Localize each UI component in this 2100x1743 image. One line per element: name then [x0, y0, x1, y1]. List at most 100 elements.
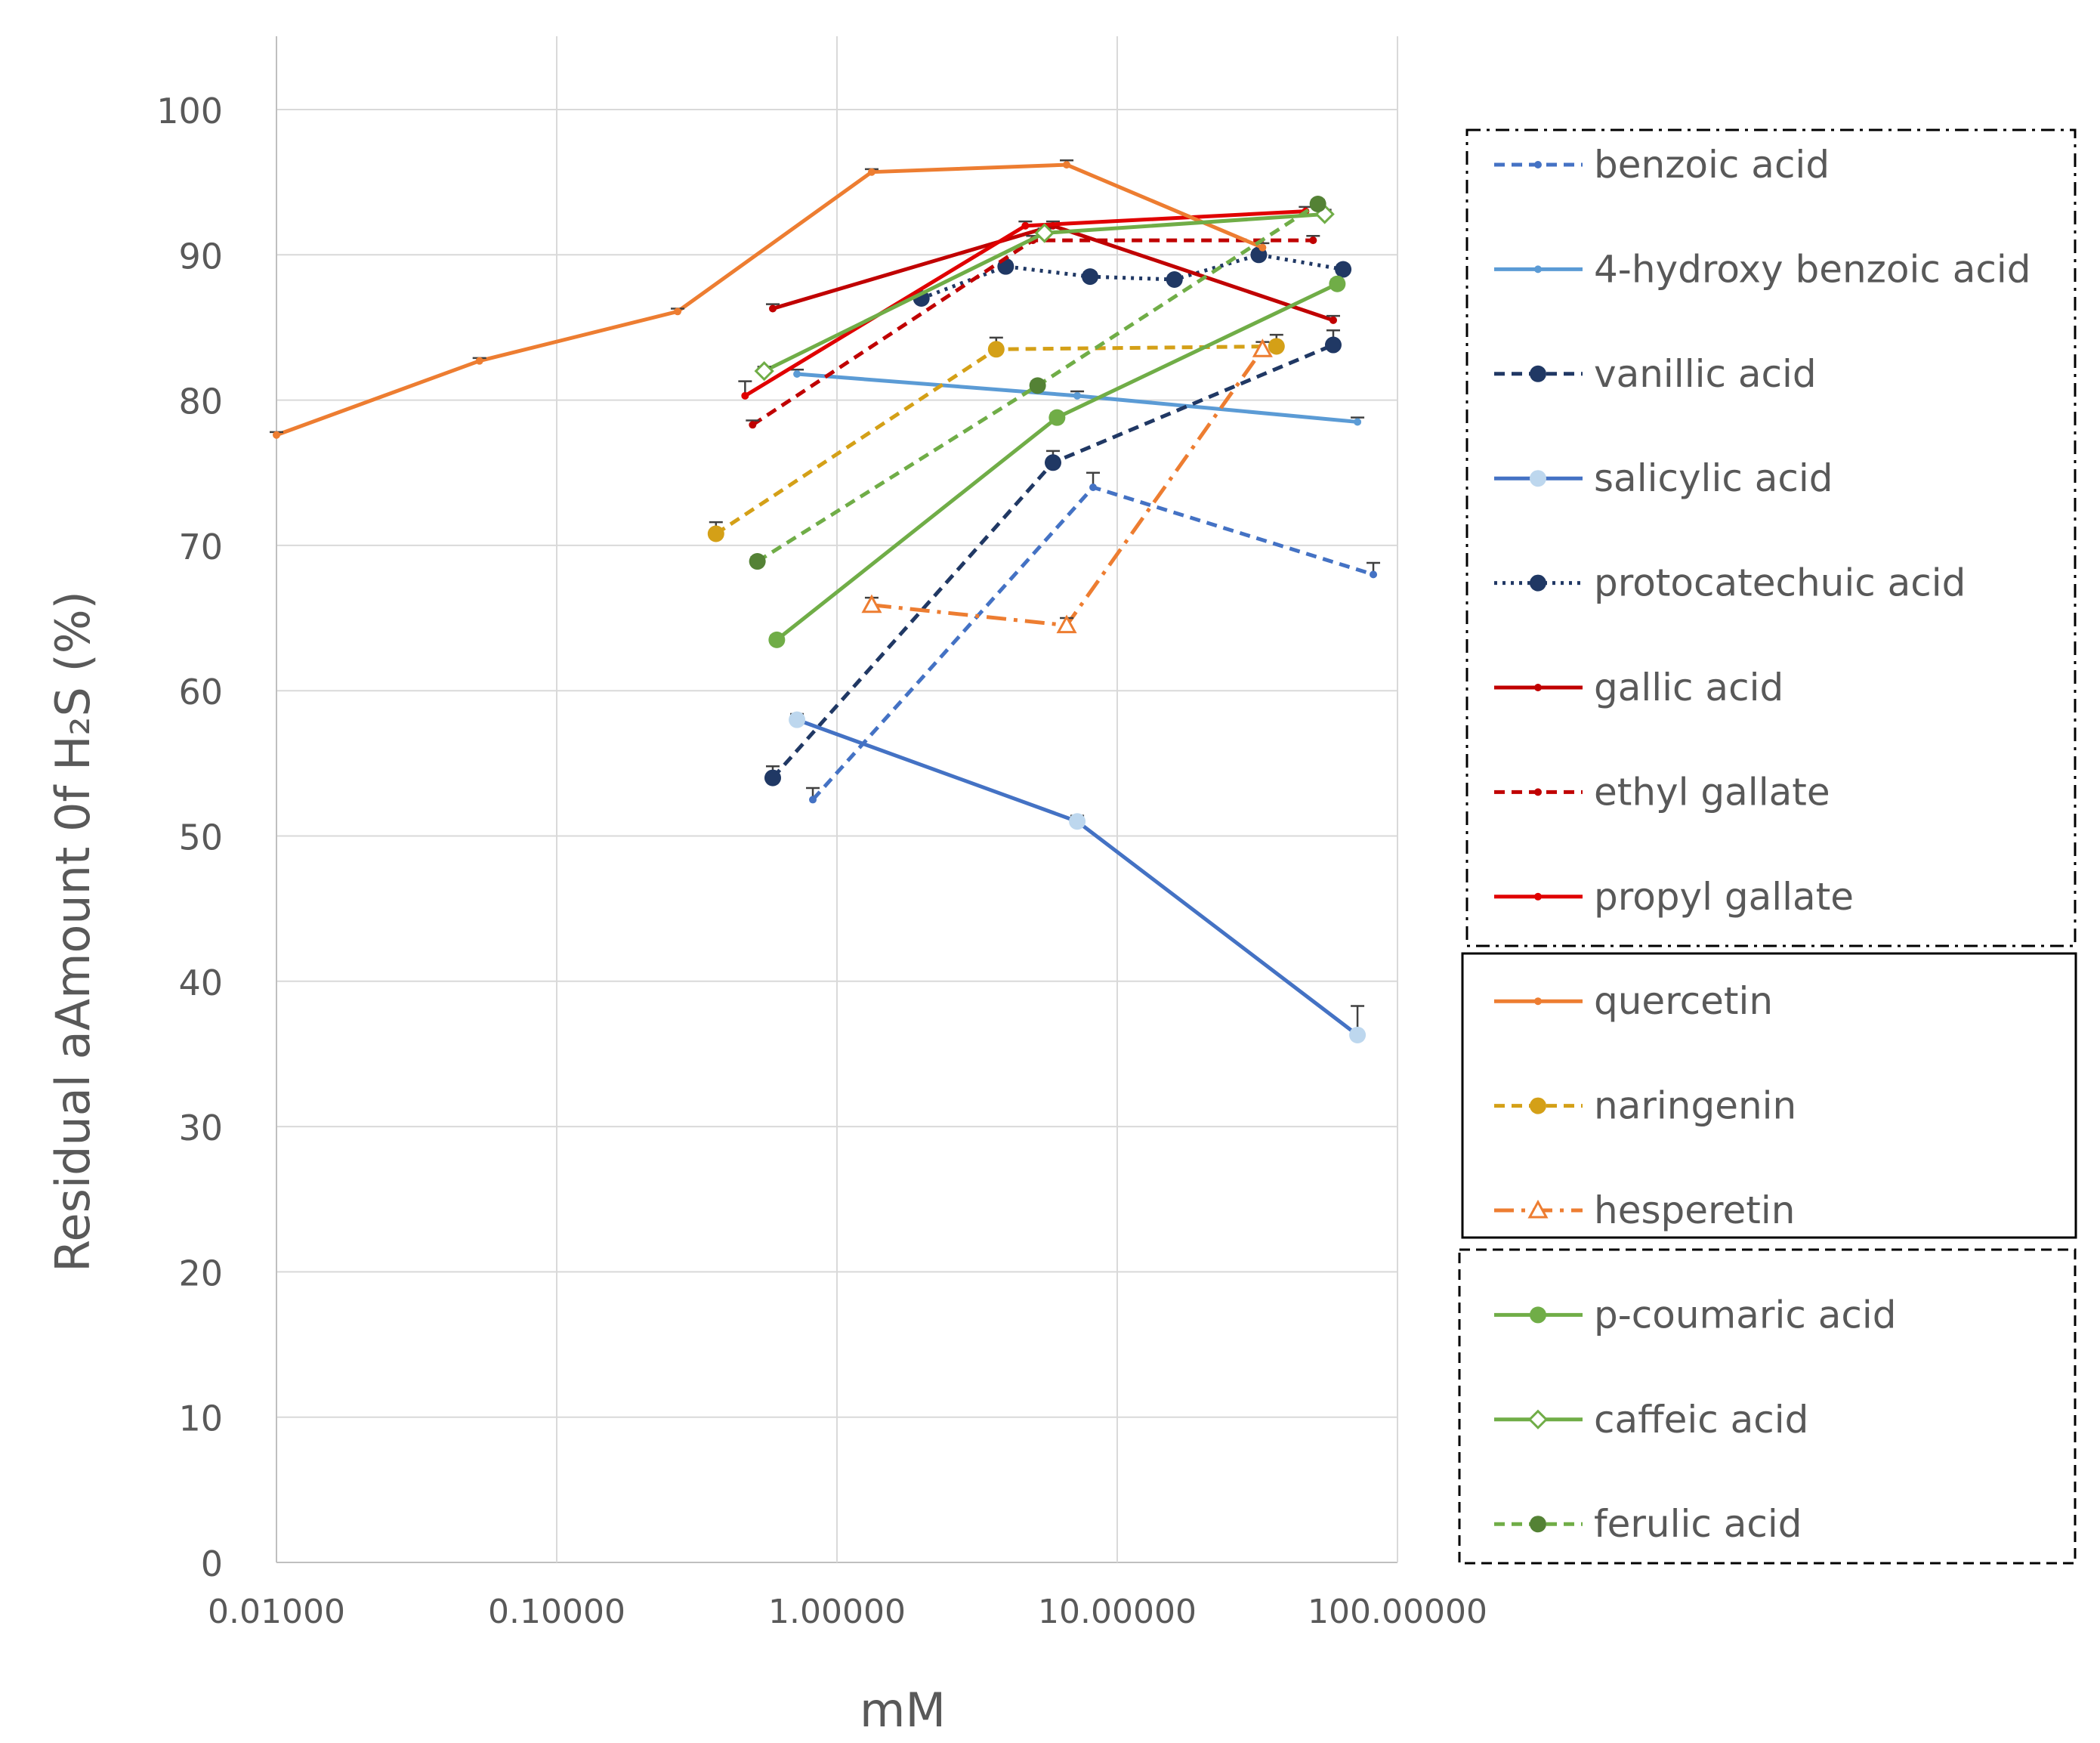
- x-tick-label: 0.10000: [488, 1593, 625, 1631]
- data-point-naringenin: [1268, 338, 1285, 355]
- data-point-4-hydroxy-benzoic-acid: [1354, 418, 1362, 426]
- data-point-benzoic-acid: [809, 796, 817, 804]
- legend-label: ethyl gallate: [1594, 770, 1830, 814]
- series-naringenin: [707, 333, 1285, 542]
- axis-labels: 0 10 20 30 40 50 60 70 80 90 100 0.01000 0.10000 1.00…: [156, 91, 1487, 1631]
- x-axis-title: mM: [860, 1683, 946, 1738]
- data-point-salicylic-acid: [1069, 813, 1086, 830]
- legend-label: quercetin: [1594, 979, 1773, 1023]
- legend-label: protocatechuic acid: [1594, 561, 1966, 605]
- legend-item-naringenin: naringenin: [1494, 1084, 1796, 1128]
- legend-item-p-coumaric-acid: p-coumaric acid: [1494, 1293, 1897, 1337]
- data-point-caffeic-acid: [754, 361, 774, 382]
- legend-marker: [1530, 574, 1546, 592]
- y-tick-label: 20: [178, 1253, 223, 1293]
- legend-item-protocatechuic-acid: protocatechuic acid: [1494, 561, 1966, 605]
- data-point-naringenin: [707, 525, 724, 542]
- legend-item-hesperetin: hesperetin: [1494, 1188, 1795, 1232]
- data-point-quercetin: [674, 307, 682, 316]
- legend-marker: [1530, 470, 1546, 487]
- x-tick-label: 0.01000: [208, 1593, 345, 1631]
- series-line-vanillic-acid: [771, 343, 1334, 780]
- legend-marker: [1534, 684, 1542, 691]
- legend-item-quercetin: quercetin: [1494, 979, 1773, 1023]
- y-tick-label: 60: [178, 672, 223, 712]
- y-tick-label: 50: [178, 817, 223, 858]
- data-point-vanillic-acid: [1324, 336, 1342, 354]
- series-line-quercetin: [276, 162, 1264, 437]
- series-propyl-gallate: [738, 206, 1313, 400]
- legend-marker: [1527, 1199, 1549, 1219]
- series-line-protocatechuic-acid: [920, 252, 1344, 301]
- legend: benzoic acid 4-hydroxy benzoic acid vanill…: [1458, 128, 2077, 1565]
- data-point-propyl-gallate: [741, 391, 749, 400]
- legend-item-propyl-gallate: propyl gallate: [1494, 875, 1854, 919]
- data-point-p-coumaric-acid: [1329, 275, 1346, 292]
- data-point-ethyl-gallate: [1309, 236, 1317, 245]
- data-point-quercetin: [1063, 161, 1071, 169]
- y-tick-label: 30: [178, 1108, 223, 1148]
- y-axis-title: Residual aAmount 0f H₂S (%): [45, 591, 100, 1272]
- legend-label: salicylic acid: [1594, 456, 1833, 500]
- data-point-benzoic-acid: [1089, 483, 1098, 491]
- legend-group-box: [1461, 952, 2077, 1239]
- legend-marker: [1534, 161, 1542, 168]
- legend-marker: [1534, 788, 1542, 796]
- legend-label: p-coumaric acid: [1594, 1293, 1897, 1337]
- data-point-salicylic-acid: [1349, 1026, 1367, 1043]
- legend-label: ferulic acid: [1594, 1502, 1802, 1546]
- data-point-quercetin: [1258, 243, 1267, 252]
- data-point-quercetin: [273, 431, 280, 439]
- series-p-coumaric-acid: [768, 275, 1346, 648]
- legend-label: caffeic acid: [1594, 1398, 1808, 1442]
- series-hesperetin: [861, 338, 1273, 634]
- legend-marker: [1530, 1516, 1546, 1533]
- data-point-4-hydroxy-benzoic-acid: [1073, 391, 1082, 400]
- legend-marker: [1534, 892, 1542, 901]
- y-tick-label: 10: [178, 1398, 223, 1439]
- legend-marker: [1534, 265, 1542, 274]
- y-tick-label: 90: [178, 236, 223, 277]
- series-line-salicylic-acid: [796, 718, 1359, 1037]
- legend-label: hesperetin: [1594, 1188, 1795, 1232]
- data-point-protocatechuic-acid: [1166, 270, 1183, 288]
- legend-marker: [1530, 365, 1546, 382]
- x-tick-label: 100.00000: [1308, 1593, 1487, 1631]
- data-point-p-coumaric-acid: [1048, 409, 1066, 426]
- data-point-hesperetin: [861, 594, 882, 613]
- y-tick-label: 70: [178, 527, 223, 567]
- series-quercetin: [270, 159, 1270, 439]
- series-benzoic-acid: [806, 471, 1381, 804]
- series-salicylic-acid: [789, 711, 1367, 1043]
- series-vanillic-acid: [764, 329, 1342, 787]
- y-tick-label: 100: [156, 91, 223, 131]
- y-tick-label: 0: [201, 1544, 223, 1584]
- data-point-hesperetin: [1252, 338, 1273, 357]
- series-ferulic-acid: [749, 195, 1326, 570]
- data-point-benzoic-acid: [1370, 570, 1378, 579]
- data-point-vanillic-acid: [764, 769, 781, 787]
- legend-item-4-hydroxy-benzoic-acid: 4-hydroxy benzoic acid: [1494, 247, 2031, 291]
- data-point-protocatechuic-acid: [1082, 268, 1099, 286]
- data-point-p-coumaric-acid: [768, 631, 786, 648]
- data-point-ferulic-acid: [1309, 195, 1326, 212]
- data-point-salicylic-acid: [789, 711, 806, 728]
- grid: [276, 36, 1398, 1563]
- data-point-vanillic-acid: [1044, 454, 1061, 471]
- x-tick-label: 10.00000: [1038, 1593, 1197, 1631]
- series-gallic-acid: [765, 220, 1340, 324]
- series-layer: [270, 159, 1381, 1043]
- series-4-hydroxy-benzoic-acid: [790, 368, 1365, 426]
- data-point-quercetin: [475, 357, 483, 365]
- y-tick-label: 80: [178, 382, 223, 422]
- legend-marker: [1530, 1306, 1546, 1324]
- legend-marker: [1527, 1409, 1549, 1429]
- legend-label: benzoic acid: [1594, 143, 1830, 187]
- legend-item-benzoic-acid: benzoic acid: [1494, 143, 1830, 187]
- y-tick-label: 40: [178, 963, 223, 1003]
- legend-label: vanillic acid: [1594, 352, 1817, 396]
- legend-item-salicylic-acid: salicylic acid: [1494, 456, 1833, 500]
- legend-label: naringenin: [1594, 1084, 1796, 1128]
- data-point-ferulic-acid: [749, 553, 766, 570]
